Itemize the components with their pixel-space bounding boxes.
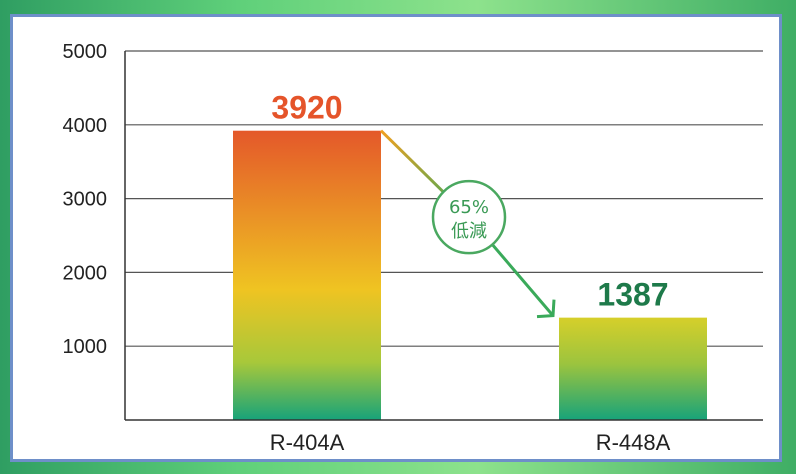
bar-chart: 1000 2000 3000 4000 5000 3920 1387 R-404A R-… [63, 41, 763, 455]
chart-panel: 1000 2000 3000 4000 5000 3920 1387 R-404A R-… [10, 14, 782, 462]
bar-r448a [559, 317, 707, 420]
category-label-r404a: R-404A [270, 430, 345, 455]
data-label-r404a: 3920 [271, 90, 342, 126]
y-tick-label-2000: 2000 [63, 262, 108, 284]
data-label-r448a: 1387 [597, 277, 668, 313]
arrow-head-icon [536, 299, 556, 319]
category-label-r448a: R-448A [596, 430, 671, 455]
y-tick-label-3000: 3000 [63, 189, 108, 211]
reduction-badge [431, 179, 507, 255]
badge-percent: 65% [449, 197, 489, 218]
bar-r404a [233, 130, 381, 420]
badge-reduction-text: 低減 [451, 221, 487, 242]
y-tick-label-1000: 1000 [63, 336, 108, 358]
y-tick-label-4000: 4000 [63, 115, 108, 137]
y-tick-label-5000: 5000 [63, 41, 108, 63]
